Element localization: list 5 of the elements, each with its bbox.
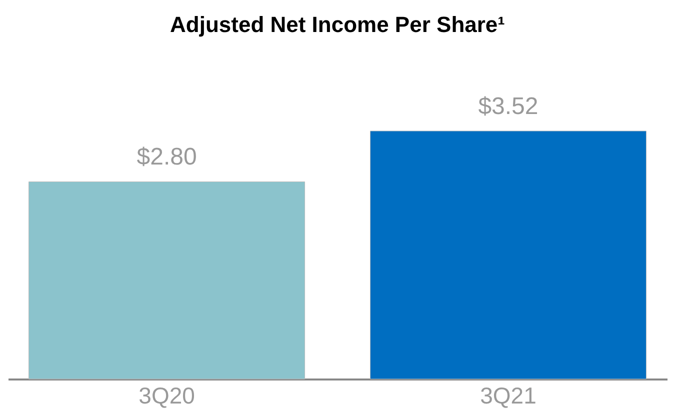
chart-title: Adjusted Net Income Per Share¹: [170, 12, 505, 37]
data-label: $3.52: [478, 93, 538, 120]
data-label: $2.80: [136, 144, 197, 171]
x-tick-label: 3Q21: [480, 382, 536, 408]
x-tick-label: 3Q20: [138, 382, 195, 408]
